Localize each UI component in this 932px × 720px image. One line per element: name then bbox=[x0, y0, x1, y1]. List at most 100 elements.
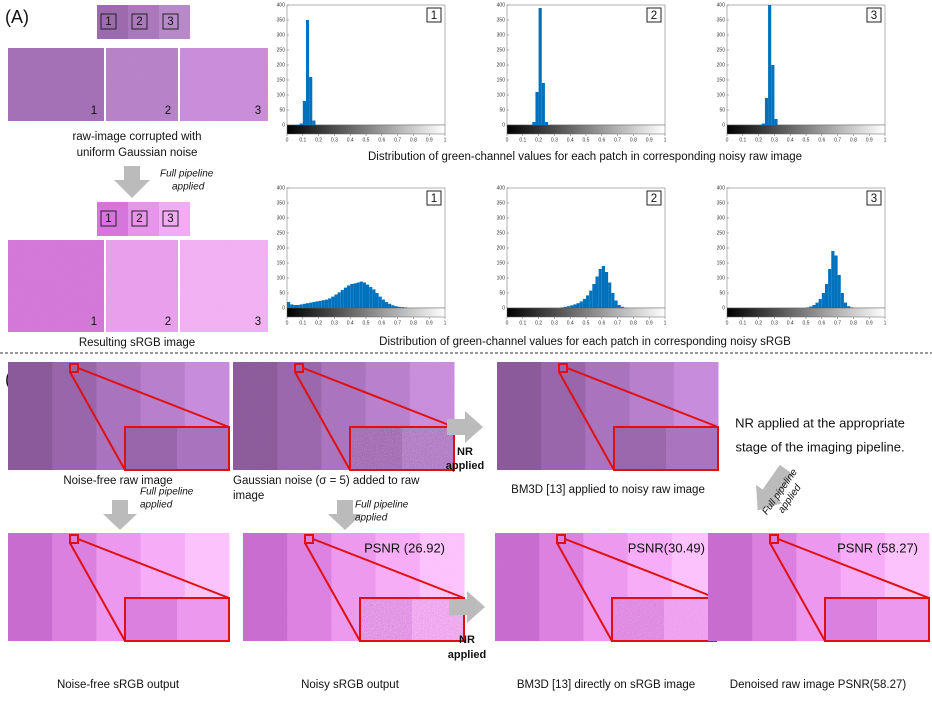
x-tick-label: 0.8 bbox=[850, 320, 857, 326]
x-tick-label: 0.5 bbox=[803, 137, 810, 143]
hist-bar bbox=[542, 83, 545, 125]
inset-half bbox=[877, 598, 929, 641]
hist-bar bbox=[580, 301, 583, 308]
noise bbox=[360, 598, 464, 641]
hist-bar bbox=[573, 304, 576, 308]
y-tick-label: 100 bbox=[277, 92, 286, 98]
patch-number: 3 bbox=[167, 213, 173, 225]
strip-patch bbox=[97, 5, 128, 39]
inset-half bbox=[177, 598, 229, 641]
plot-area bbox=[507, 188, 665, 308]
x-tick-label: 0.6 bbox=[598, 137, 605, 143]
plot-area bbox=[727, 5, 885, 125]
y-tick-label: 0 bbox=[282, 122, 285, 128]
hist-bar bbox=[357, 283, 360, 309]
y-tick-label: 0 bbox=[722, 305, 725, 311]
caption: Distribution of green-channel values for… bbox=[379, 336, 791, 348]
nr-text: applied bbox=[446, 460, 485, 472]
patch-number: 1 bbox=[91, 105, 97, 117]
x-tick-label: 0.4 bbox=[567, 137, 574, 143]
patch-number: 2 bbox=[165, 105, 171, 117]
caption: Denoised raw image PSNR(58.27) bbox=[730, 679, 907, 691]
hist-bar bbox=[850, 307, 853, 308]
x-tick-label: 0.5 bbox=[363, 320, 370, 326]
caption: Distribution of green-channel values for… bbox=[368, 151, 802, 163]
y-tick-label: 250 bbox=[497, 230, 506, 236]
hist-bar bbox=[385, 302, 388, 308]
x-tick-label: 0.8 bbox=[630, 320, 637, 326]
x-tick-label: 0.5 bbox=[363, 137, 370, 143]
hist-bar bbox=[398, 307, 401, 308]
hist-label: 2 bbox=[651, 10, 657, 22]
x-tick-label: 0.8 bbox=[630, 137, 637, 143]
x-tick-label: 0.8 bbox=[410, 320, 417, 326]
x-tick-label: 0.9 bbox=[426, 137, 433, 143]
hist-bar bbox=[382, 300, 385, 308]
x-tick-label: 0.3 bbox=[551, 320, 558, 326]
strip-patch bbox=[159, 5, 190, 39]
x-tick-label: 1 bbox=[884, 137, 887, 143]
hist-bar bbox=[401, 307, 404, 308]
hist-bar bbox=[306, 20, 309, 125]
hist-bar bbox=[822, 293, 825, 308]
y-tick-label: 50 bbox=[279, 290, 285, 296]
y-tick-label: 50 bbox=[719, 290, 725, 296]
y-tick-label: 150 bbox=[277, 77, 286, 83]
hist-bar bbox=[293, 305, 296, 308]
hist-bar bbox=[532, 122, 535, 125]
caption: uniform Gaussian noise bbox=[77, 147, 198, 159]
arrow bbox=[103, 500, 137, 530]
x-tick-label: 0.9 bbox=[646, 137, 653, 143]
arrow-text: applied bbox=[172, 182, 205, 193]
hist-bar bbox=[545, 122, 548, 125]
stripe bbox=[708, 533, 753, 641]
hist-bar bbox=[372, 289, 375, 308]
noise bbox=[8, 48, 104, 121]
x-tick-label: 0.3 bbox=[771, 320, 778, 326]
x-tick-label: 0.7 bbox=[834, 137, 841, 143]
hist-bar bbox=[762, 124, 765, 126]
hist-bar bbox=[328, 298, 331, 308]
y-tick-label: 300 bbox=[497, 32, 506, 38]
y-tick-label: 50 bbox=[719, 107, 725, 113]
y-tick-label: 200 bbox=[717, 62, 726, 68]
y-tick-label: 100 bbox=[717, 92, 726, 98]
hist-bar bbox=[325, 300, 328, 308]
colorbar bbox=[727, 308, 885, 317]
hist-bar bbox=[583, 299, 586, 308]
y-tick-label: 350 bbox=[497, 200, 506, 206]
hist-bar bbox=[605, 272, 608, 308]
hist-bar bbox=[599, 269, 602, 308]
x-tick-label: 0.7 bbox=[614, 137, 621, 143]
hist-bar bbox=[404, 307, 407, 308]
plot-area bbox=[727, 188, 885, 308]
x-tick-label: 0 bbox=[726, 320, 729, 326]
y-tick-label: 200 bbox=[717, 245, 726, 251]
hist-label: 2 bbox=[651, 193, 657, 205]
hist-bar bbox=[315, 301, 318, 308]
y-tick-label: 200 bbox=[277, 245, 286, 251]
x-tick-label: 0.9 bbox=[866, 320, 873, 326]
noise bbox=[614, 427, 718, 470]
y-tick-label: 300 bbox=[277, 32, 286, 38]
caption: Resulting sRGB image bbox=[79, 337, 195, 349]
hist-bar bbox=[309, 303, 312, 308]
arrow-text: Full pipeline bbox=[355, 500, 409, 511]
colorbar bbox=[287, 308, 445, 317]
x-tick-label: 0.4 bbox=[787, 320, 794, 326]
y-tick-label: 300 bbox=[717, 32, 726, 38]
caption: BM3D [13] applied to noisy raw image bbox=[511, 484, 705, 496]
strip-patch bbox=[97, 202, 128, 236]
x-tick-label: 1 bbox=[444, 320, 447, 326]
hist-bar bbox=[806, 307, 809, 308]
y-tick-label: 250 bbox=[717, 47, 726, 53]
patch-number: 2 bbox=[136, 16, 142, 28]
y-tick-label: 400 bbox=[277, 185, 286, 191]
hist-bar bbox=[394, 306, 397, 308]
y-tick-label: 50 bbox=[499, 107, 505, 113]
x-tick-label: 0.4 bbox=[567, 320, 574, 326]
patch-number: 1 bbox=[91, 316, 97, 328]
hist-bar bbox=[771, 65, 774, 125]
x-tick-label: 0 bbox=[726, 137, 729, 143]
hist-bar bbox=[303, 101, 306, 125]
